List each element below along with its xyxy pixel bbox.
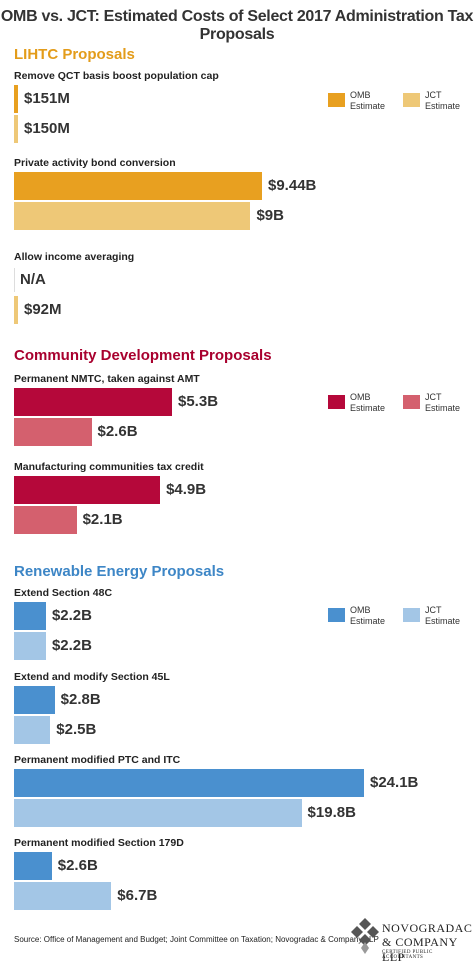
legend-label: OMB Estimate [350,605,386,626]
bar [14,388,172,416]
value-label: $2.2B [51,637,92,654]
bar [14,632,46,660]
legend-label: JCT Estimate [425,605,461,626]
value-label: $2.5B [56,721,97,738]
bar [14,85,18,113]
no-data-tick [14,268,15,292]
source-note: Source: Office of Management and Budget;… [14,935,379,944]
legend-swatch [328,395,345,409]
value-label: $92M [24,301,62,318]
logo-mark [351,918,379,954]
value-label: $19.8B [307,804,356,821]
section-title: LIHTC Proposals [14,46,135,63]
logo-name: NOVOGRADAC [382,921,473,935]
bar [14,172,262,200]
legend-label: JCT Estimate [425,90,461,111]
legend-swatch [403,93,420,107]
value-label: $6.7B [117,887,158,904]
bar [14,296,18,324]
logo-company: & COMPANY LLP [382,935,458,964]
legend-label: JCT Estimate [425,392,461,413]
legend-swatch [403,395,420,409]
value-label: $9B [256,207,284,224]
bar [14,602,46,630]
legend-swatch [403,608,420,622]
legend-label: OMB Estimate [350,90,386,111]
logo-tagline: CERTIFIED PUBLIC ACCOUNTANTS [382,950,433,960]
page-title: OMB vs. JCT: Estimated Costs of Select 2… [0,8,474,43]
bar [14,799,302,827]
category-label: Permanent modified PTC and ITC [14,754,181,766]
section-title: Renewable Energy Proposals [14,563,225,580]
bar [14,418,92,446]
value-label: $2.8B [60,691,101,708]
category-label: Private activity bond conversion [14,157,176,169]
bar [14,115,18,143]
section-title: Community Development Proposals [14,347,272,364]
value-label: $5.3B [178,393,219,410]
bar [14,202,251,230]
value-label: $2.2B [51,607,92,624]
bar [14,476,161,504]
value-label: N/A [20,271,46,288]
value-label: $2.6B [57,857,98,874]
value-label: $9.44B [268,177,317,194]
category-label: Extend Section 48C [14,587,113,599]
category-label: Manufacturing communities tax credit [14,461,204,473]
legend-swatch [328,93,345,107]
category-label: Allow income averaging [14,251,135,263]
bar [14,769,364,797]
bar [14,852,52,880]
legend-swatch [328,608,345,622]
bar [14,716,51,744]
legend-label: OMB Estimate [350,392,386,413]
bar [14,686,55,714]
category-label: Extend and modify Section 45L [14,671,170,683]
bar [14,882,112,910]
value-label: $24.1B [370,774,419,791]
value-label: $150M [24,120,70,137]
value-label: $2.6B [97,423,138,440]
category-label: Permanent modified Section 179D [14,837,184,849]
bar [14,506,77,534]
category-label: Permanent NMTC, taken against AMT [14,373,200,385]
value-label: $151M [24,90,70,107]
value-label: $2.1B [82,511,123,528]
value-label: $4.9B [166,481,207,498]
category-label: Remove QCT basis boost population cap [14,70,219,82]
